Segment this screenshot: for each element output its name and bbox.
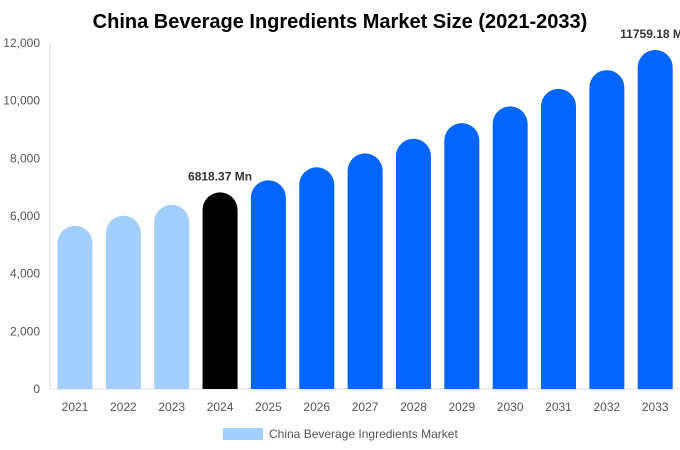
bar-2028 xyxy=(395,138,431,389)
bar-2029 xyxy=(444,123,480,390)
bar-2023 xyxy=(154,204,190,389)
legend-swatch xyxy=(223,428,263,440)
bar-2027 xyxy=(347,153,383,389)
y-tick-label: 4,000 xyxy=(10,267,40,281)
bar-2032 xyxy=(589,70,625,389)
bar-2022 xyxy=(105,215,141,389)
legend[interactable]: China Beverage Ingredients Market xyxy=(223,427,458,441)
bar-2026 xyxy=(299,167,335,389)
chart-title: China Beverage Ingredients Market Size (… xyxy=(93,11,588,33)
x-tick-label: 2022 xyxy=(110,400,137,414)
x-tick-label: 2021 xyxy=(62,400,89,414)
data-label: 6818.37 Mn xyxy=(188,169,252,183)
x-tick-label: 2027 xyxy=(352,400,379,414)
bar-2021 xyxy=(57,225,93,389)
bar-2024 xyxy=(202,192,238,389)
y-tick-label: 10,000 xyxy=(3,94,40,108)
x-tick-label: 2029 xyxy=(448,400,475,414)
x-tick-label: 2032 xyxy=(593,400,620,414)
x-tick-label: 2025 xyxy=(255,400,282,414)
x-tick-label: 2026 xyxy=(303,400,330,414)
y-tick-label: 6,000 xyxy=(10,209,40,223)
x-axis: 2021 2022 2023 2024 2025 2026 2027 2028 2029 2030… xyxy=(62,400,669,414)
legend-label: China Beverage Ingredients Market xyxy=(269,427,458,441)
y-tick-label: 2,000 xyxy=(10,324,40,338)
x-tick-label: 2031 xyxy=(545,400,572,414)
x-tick-label: 2028 xyxy=(400,400,427,414)
x-tick-label: 2023 xyxy=(158,400,185,414)
bar-2031 xyxy=(541,88,576,389)
data-labels: 6818.37 Mn 11759.18 Mn xyxy=(188,27,680,183)
y-axis: 0 2,000 4,000 6,000 8,000 10,000 12,000 xyxy=(3,36,680,396)
bar-2033 xyxy=(637,49,673,390)
x-tick-label: 2033 xyxy=(642,400,669,414)
y-tick-label: 0 xyxy=(33,382,40,396)
data-label: 11759.18 Mn xyxy=(620,27,680,41)
y-tick-label: 12,000 xyxy=(3,36,40,50)
x-tick-label: 2030 xyxy=(497,400,524,414)
bar-2030 xyxy=(492,106,528,389)
x-tick-label: 2024 xyxy=(207,400,234,414)
bar-2025 xyxy=(250,180,286,389)
bars xyxy=(57,49,673,390)
y-tick-label: 8,000 xyxy=(10,151,40,165)
